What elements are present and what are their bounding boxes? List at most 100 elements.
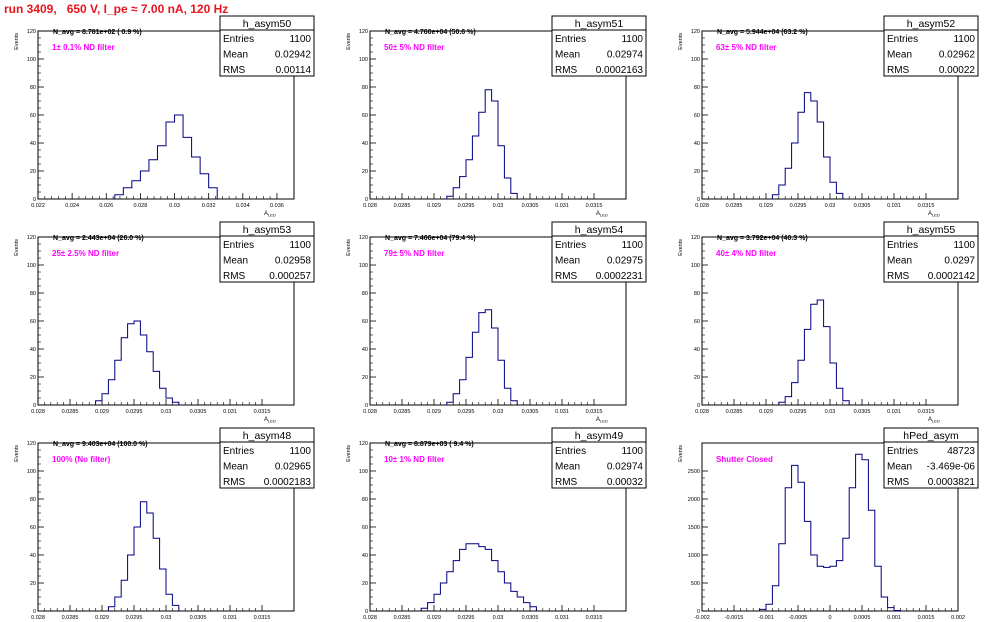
stats-box xyxy=(219,15,315,77)
panel-h_asym50: 0 20 40 60 80 100 120 0.022 0.024 0.026 0.028 0.03 0… xyxy=(14,15,315,218)
panel-h_asym48: 0 20 40 60 80 100 120 0.028 0.0285 0.029 0.0295 0.0… xyxy=(14,427,315,621)
y-tick-label: 100 xyxy=(691,57,700,63)
y-tick-label: 60 xyxy=(362,113,368,119)
histogram-outline xyxy=(107,501,180,611)
y-tick-label: 20 xyxy=(30,581,36,587)
stats-label: Mean xyxy=(223,256,248,267)
stats-value: 0.0003821 xyxy=(928,477,976,488)
y-tick-label: 100 xyxy=(359,263,368,269)
y-tick-label: 0 xyxy=(365,197,368,203)
filter-annotation: 79± 5% ND filter xyxy=(384,249,444,258)
x-tick-label: 0.026 xyxy=(99,203,113,209)
x-tick-label: 0.028 xyxy=(134,203,148,209)
y-tick-label: 0 xyxy=(697,609,700,615)
navg-label: N_avg = 5.944e+04 (63.2 %) xyxy=(717,29,808,36)
y-tick-label: 1000 xyxy=(688,553,700,559)
stats-value: 0.0297 xyxy=(944,256,975,267)
y-axis-label: Events xyxy=(678,33,684,50)
stats-label: RMS xyxy=(555,65,578,76)
navg-label: N_avg = 3.792e+04 (40.3 %) xyxy=(717,235,808,242)
y-tick-label: 0 xyxy=(33,609,36,615)
x-tick-label: 0.0285 xyxy=(394,409,411,415)
stats-title: h_asym50 xyxy=(243,18,292,30)
stats-title: hPed_asym xyxy=(903,430,959,442)
stats-label: Mean xyxy=(555,462,580,473)
y-axis-label: Events xyxy=(346,445,352,462)
y-tick-label: 80 xyxy=(30,291,36,297)
stats-value: 0.02974 xyxy=(607,462,644,473)
stats-label: Entries xyxy=(555,446,586,457)
stats-value: 1100 xyxy=(289,34,311,45)
stats-label: Entries xyxy=(223,240,254,251)
x-tick-label: 0.029 xyxy=(427,615,441,621)
stats-box xyxy=(883,15,979,77)
histogram-outline xyxy=(114,114,218,199)
x-tick-label: 0.028 xyxy=(31,409,45,415)
stats-value: 0.02962 xyxy=(939,50,976,61)
y-tick-label: 0 xyxy=(697,403,700,409)
y-tick-label: 40 xyxy=(30,347,36,353)
x-tick-label: -0.002 xyxy=(694,615,710,621)
x-tick-label: 0.029 xyxy=(759,409,773,415)
histogram-outline xyxy=(771,92,844,199)
x-tick-label: 0.0315 xyxy=(586,409,603,415)
panel-h_asym54: 0 20 40 60 80 100 120 0.028 0.0285 0.029 0.0295 0.0… xyxy=(346,221,647,424)
stats-title: h_asym52 xyxy=(907,18,956,30)
x-axis-label: ALED xyxy=(264,417,276,424)
x-tick-label: 0.036 xyxy=(270,203,284,209)
stats-value: 0.02958 xyxy=(275,256,312,267)
y-tick-label: 40 xyxy=(30,553,36,559)
filter-annotation: 1± 0.1% ND filter xyxy=(52,43,115,52)
x-axis-label: ALED xyxy=(596,211,608,218)
x-tick-label: -0.0005 xyxy=(789,615,808,621)
x-tick-label: 0.0305 xyxy=(522,203,539,209)
y-axis-label: Events xyxy=(346,33,352,50)
x-tick-label: 0.0315 xyxy=(254,409,271,415)
stats-value: 1100 xyxy=(621,240,643,251)
panel-hPed_asym: 0 500 1000 1500 2000 2500 -0.002 -0.0015 -0.001 -… xyxy=(678,427,979,621)
x-tick-label: 0.0305 xyxy=(854,409,871,415)
x-tick-label: 0.0315 xyxy=(586,615,603,621)
x-tick-label: 0.031 xyxy=(555,203,569,209)
x-tick-label: 0.0295 xyxy=(458,203,475,209)
stats-value: 1100 xyxy=(621,446,643,457)
x-tick-label: 0.001 xyxy=(887,615,901,621)
x-tick-label: 0.002 xyxy=(951,615,965,621)
y-tick-label: 20 xyxy=(30,375,36,381)
x-tick-label: 0.029 xyxy=(95,615,109,621)
stats-value: 0.000257 xyxy=(269,271,311,282)
x-tick-label: 0.0315 xyxy=(918,409,935,415)
x-tick-label: 0.03 xyxy=(161,615,172,621)
stats-value: -3.469e-06 xyxy=(927,462,976,473)
x-tick-label: 0.028 xyxy=(363,203,377,209)
y-tick-label: 80 xyxy=(694,85,700,91)
x-tick-label: 0.0295 xyxy=(126,615,143,621)
histogram-outline xyxy=(446,309,518,405)
x-axis-label: ALED xyxy=(264,211,276,218)
stats-label: Entries xyxy=(223,446,254,457)
x-tick-label: 0.031 xyxy=(555,409,569,415)
x-tick-label: 0.024 xyxy=(65,203,79,209)
stats-label: Entries xyxy=(887,240,918,251)
stats-title: h_asym54 xyxy=(575,224,624,236)
stats-label: RMS xyxy=(223,65,246,76)
x-tick-label: 0.028 xyxy=(363,615,377,621)
y-tick-label: 60 xyxy=(362,525,368,531)
stats-label: Entries xyxy=(887,34,918,45)
x-tick-label: 0 xyxy=(828,615,831,621)
histogram-outline xyxy=(446,89,518,199)
x-tick-label: 0.03 xyxy=(825,203,836,209)
stats-value: 1100 xyxy=(621,34,643,45)
x-axis-label: ALED xyxy=(596,417,608,424)
x-tick-label: 0.03 xyxy=(169,203,180,209)
x-tick-label: 0.0295 xyxy=(790,203,807,209)
stats-title: h_asym55 xyxy=(907,224,956,236)
x-axis-label: ALED xyxy=(928,417,940,424)
x-tick-label: 0.0305 xyxy=(522,615,539,621)
filter-annotation: 25± 2.5% ND filter xyxy=(52,249,119,258)
x-tick-label: 0.029 xyxy=(427,203,441,209)
stats-box xyxy=(551,427,647,489)
stats-label: RMS xyxy=(887,271,910,282)
y-tick-label: 1500 xyxy=(688,525,700,531)
